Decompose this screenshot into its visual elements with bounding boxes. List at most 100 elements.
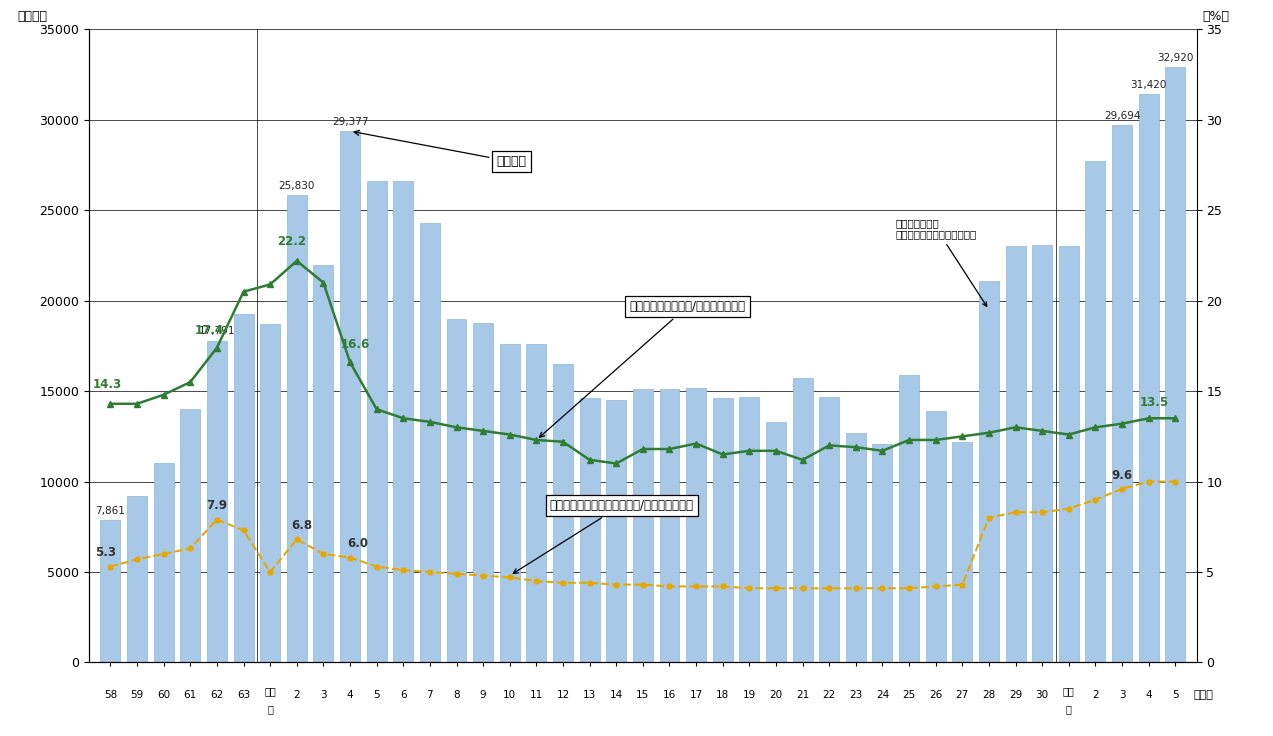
Text: 3: 3 <box>1119 690 1125 699</box>
Text: 22.2: 22.2 <box>278 236 306 248</box>
Text: 31,420: 31,420 <box>1130 79 1167 90</box>
Text: 22: 22 <box>822 690 836 699</box>
Bar <box>500 344 519 662</box>
Text: 25,830: 25,830 <box>279 181 314 191</box>
Bar <box>474 323 493 662</box>
Bar <box>101 520 121 662</box>
Text: 4: 4 <box>1146 690 1152 699</box>
Text: 61: 61 <box>183 690 197 699</box>
Text: 58: 58 <box>104 690 117 699</box>
Text: （億円）: （億円） <box>17 10 47 23</box>
Text: （年）: （年） <box>1194 690 1214 699</box>
Text: 16: 16 <box>663 690 676 699</box>
Bar <box>552 364 573 662</box>
Text: 14.3: 14.3 <box>93 378 122 391</box>
Bar <box>127 496 146 662</box>
Text: 23: 23 <box>849 690 863 699</box>
Bar <box>447 319 466 662</box>
Text: 25: 25 <box>903 690 915 699</box>
Text: 負担割合（納付税額/合計課税価格）: 負担割合（納付税額/合計課税価格） <box>540 300 746 437</box>
Text: 6.0: 6.0 <box>348 537 368 551</box>
Text: 8: 8 <box>453 690 460 699</box>
Text: 12: 12 <box>556 690 569 699</box>
Bar <box>1032 244 1053 662</box>
Bar <box>313 264 334 662</box>
Text: 元: 元 <box>1066 704 1072 714</box>
Text: 16.6: 16.6 <box>341 339 370 351</box>
Text: 7,861: 7,861 <box>95 506 125 516</box>
Bar <box>207 341 227 662</box>
Bar <box>1059 247 1078 662</box>
Bar <box>286 195 307 662</box>
Bar <box>952 442 973 662</box>
Bar <box>393 181 414 662</box>
Text: 63: 63 <box>237 690 251 699</box>
Text: 32,920: 32,920 <box>1157 52 1194 63</box>
Bar <box>740 397 759 662</box>
Bar <box>979 281 999 662</box>
Text: 課税件数割合（年間課税件数/年間死亡者数）: 課税件数割合（年間課税件数/年間死亡者数） <box>513 499 694 573</box>
Text: 11: 11 <box>530 690 544 699</box>
Text: （%）: （%） <box>1202 10 1230 23</box>
Text: 平成２５年改正
（平成２７年１月１日施行）: 平成２５年改正 （平成２７年１月１日施行） <box>896 218 987 306</box>
Bar <box>845 433 866 662</box>
Bar <box>367 181 387 662</box>
Text: 5: 5 <box>1172 690 1179 699</box>
Bar <box>579 398 600 662</box>
Bar <box>181 409 200 662</box>
Text: 13.5: 13.5 <box>1139 396 1169 409</box>
Text: 26: 26 <box>929 690 942 699</box>
Text: 60: 60 <box>157 690 171 699</box>
Bar <box>713 398 733 662</box>
Text: 9.6: 9.6 <box>1111 469 1133 481</box>
Bar <box>1113 125 1132 662</box>
Text: 平成: 平成 <box>265 686 276 696</box>
Bar <box>527 344 546 662</box>
Text: 13: 13 <box>583 690 596 699</box>
Bar <box>766 422 785 662</box>
Text: 17,791: 17,791 <box>199 326 236 336</box>
Bar <box>659 389 680 662</box>
Text: 14: 14 <box>610 690 622 699</box>
Bar <box>1139 94 1158 662</box>
Text: 27: 27 <box>956 690 969 699</box>
Text: 29,377: 29,377 <box>332 116 368 127</box>
Text: 5: 5 <box>373 690 379 699</box>
Bar <box>872 444 892 662</box>
Text: 相続税収: 相続税収 <box>354 130 527 168</box>
Text: 17: 17 <box>690 690 703 699</box>
Text: 5.3: 5.3 <box>94 546 116 559</box>
Bar <box>420 223 440 662</box>
Text: 19: 19 <box>742 690 756 699</box>
Text: 15: 15 <box>636 690 649 699</box>
Text: 4: 4 <box>346 690 354 699</box>
Text: 7: 7 <box>426 690 433 699</box>
Text: 10: 10 <box>503 690 517 699</box>
Text: 24: 24 <box>876 690 889 699</box>
Bar <box>793 378 812 662</box>
Text: 6.8: 6.8 <box>292 519 313 532</box>
Text: 2: 2 <box>1092 690 1099 699</box>
Text: 29,694: 29,694 <box>1104 111 1141 121</box>
Bar <box>686 388 707 662</box>
Text: 29: 29 <box>1009 690 1022 699</box>
Text: 62: 62 <box>210 690 224 699</box>
Text: 令和: 令和 <box>1063 686 1074 696</box>
Text: 9: 9 <box>480 690 486 699</box>
Text: 28: 28 <box>983 690 995 699</box>
Text: 6: 6 <box>400 690 406 699</box>
Bar <box>1165 67 1185 662</box>
Bar <box>606 400 626 662</box>
Text: 3: 3 <box>320 690 327 699</box>
Bar <box>925 411 946 662</box>
Text: 元: 元 <box>267 704 274 714</box>
Bar <box>633 389 653 662</box>
Text: 2: 2 <box>294 690 300 699</box>
Bar <box>899 375 919 662</box>
Bar <box>340 131 360 662</box>
Bar <box>154 464 173 662</box>
Bar <box>820 397 839 662</box>
Text: 30: 30 <box>1036 690 1049 699</box>
Bar <box>1006 247 1026 662</box>
Text: 20: 20 <box>769 690 783 699</box>
